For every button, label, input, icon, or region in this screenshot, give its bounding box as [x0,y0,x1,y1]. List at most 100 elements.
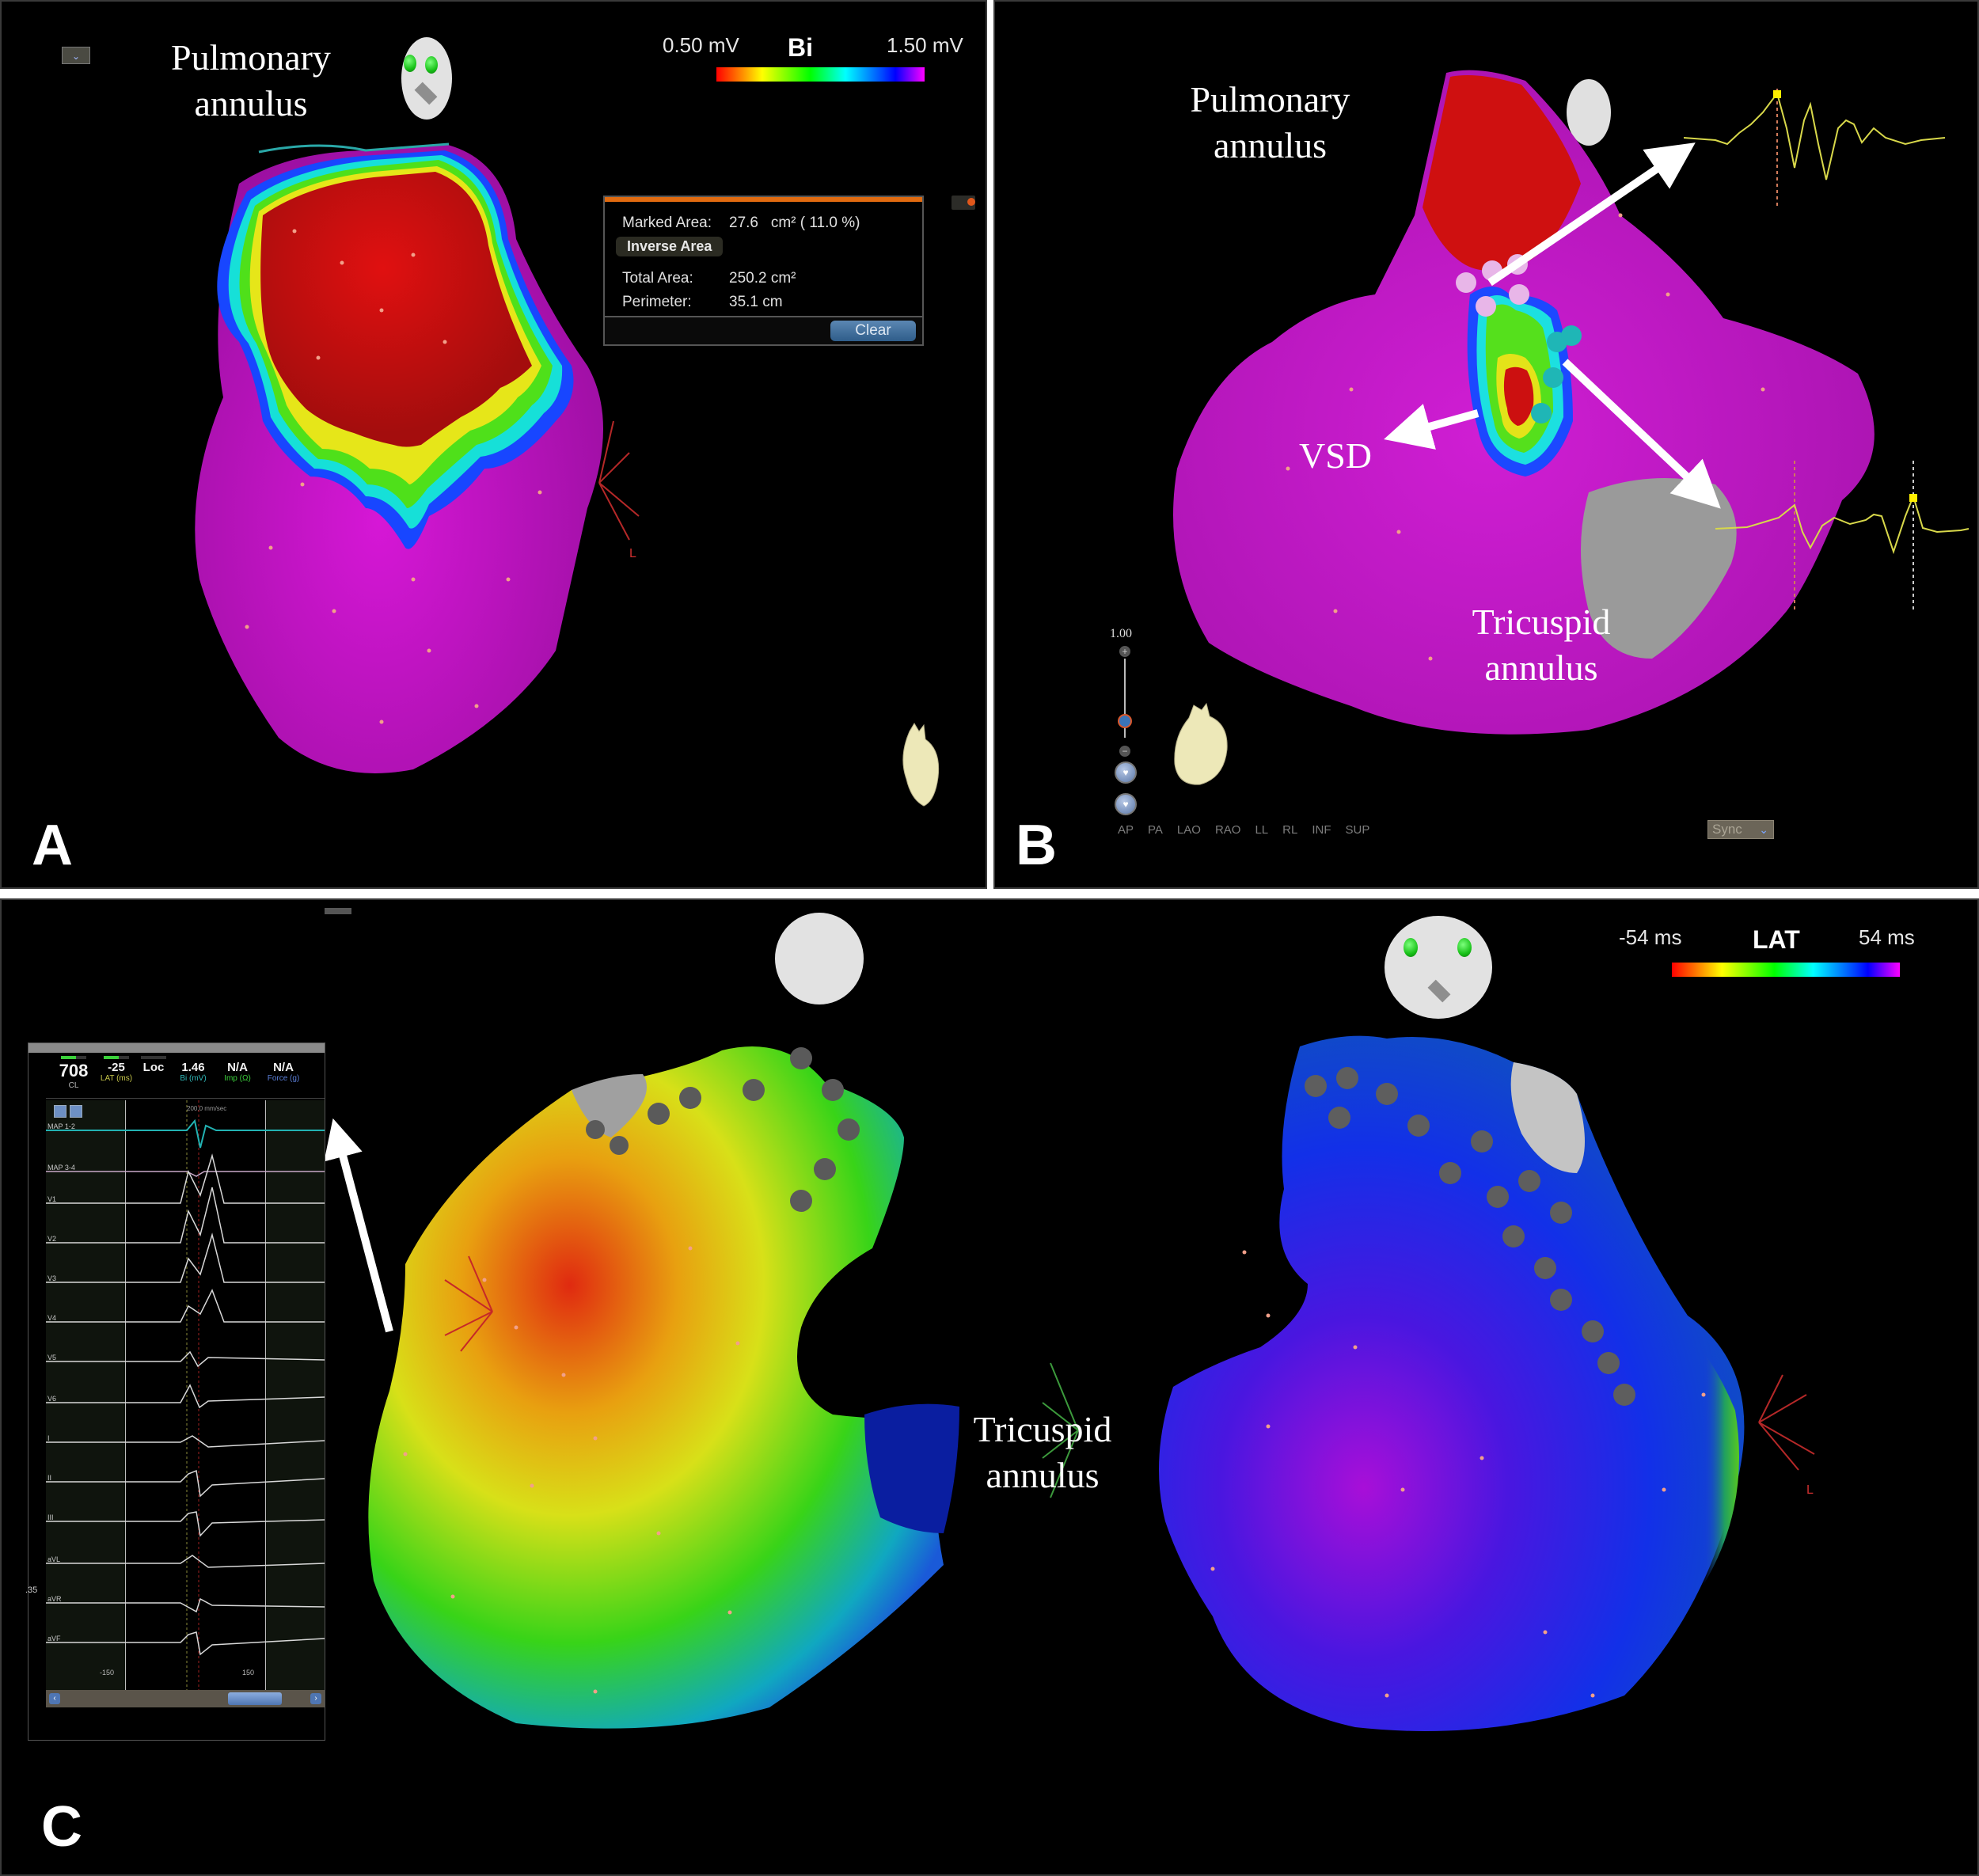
view-buttons-bar: AP PA LAO RAO LL RL INF SUP [1118,823,1369,837]
egm-window-titlebar[interactable] [28,1043,325,1053]
voltage-map-3d-septum[interactable] [1114,57,1929,754]
lat-colorbar-min-label: -54 ms [1619,925,1682,949]
egm-signal-window[interactable]: 708 CL -25 LAT (ms) Loc 1.46 Bi (mV) N/A… [25,1042,325,1741]
voltage-colorbar [716,67,925,82]
activation-map-3d-right[interactable] [1149,1015,1767,1751]
marked-area-percent: ( 11.0 %) [800,215,860,231]
clear-button[interactable]: Clear [830,321,916,341]
zoom-slider[interactable]: 1.00 + − ♥ ♥ [1110,627,1141,817]
wrench-tool-icon[interactable] [54,1105,66,1118]
tricuspid-annulus-label: Tricuspid annulus [1423,599,1660,690]
left-eye-icon [1404,938,1418,957]
heart-orientation-icon[interactable] [892,722,948,809]
chevron-down-icon: ⌄ [1759,823,1768,836]
accent-bar [605,197,922,202]
egm-plot-area[interactable]: MAP 1-2 MAP 3-4 V1 V2 V3 V4 V5 V6 I II I… [46,1100,325,1690]
lead-label: V1 [47,1195,57,1203]
signal-bar [141,1056,166,1059]
marked-area-row: Marked Area: 27.6 cm² ( 11.0 %) [622,215,860,232]
egm-scrollbar[interactable]: ‹ › [46,1690,325,1707]
view-button-sup[interactable]: SUP [1345,823,1370,837]
label-line-1: Pulmonary [171,37,331,78]
annotation-arrow [324,1118,393,1333]
voltage-map-3d[interactable] [176,136,635,793]
side-handle[interactable] [952,196,975,210]
zoom-track[interactable] [1124,659,1126,738]
sync-select[interactable]: Sync ⌄ [1707,820,1774,839]
metric-value: 1.46 [181,1061,205,1074]
handle-dot [967,198,975,206]
sync-select-value: Sync [1712,822,1742,837]
marked-area-value: 27.6 cm² ( 11.0 %) [729,215,860,232]
label-line-2: annulus [1484,647,1598,688]
lead-label: II [47,1474,52,1482]
view-button-inf[interactable]: INF [1312,823,1331,837]
label-line-1: Pulmonary [1190,79,1350,120]
view-button-lao[interactable]: LAO [1176,823,1201,837]
head-orientation-icon[interactable] [401,37,452,120]
perimeter-label: Perimeter: [622,294,692,310]
annotation-arrows [1384,142,1721,509]
metric-value: -25 [108,1061,125,1074]
top-handle[interactable] [325,908,351,914]
vsd-label: VSD [1298,435,1373,476]
view-button-pa[interactable]: PA [1148,823,1163,837]
lat-colorbar-title: LAT [1753,925,1800,954]
zoom-value: 1.00 [1110,627,1132,640]
panel-letter-a: A [32,814,73,877]
metric-lat: -25 LAT (ms) [95,1056,138,1083]
metric-loc: Loc [138,1056,169,1074]
metric-unit: Imp (Ω) [224,1074,251,1083]
view-button-rl[interactable]: RL [1282,823,1298,837]
heart-view-button[interactable]: ♥ [1115,761,1137,784]
panel-letter-c: C [41,1795,82,1859]
lead-label: V2 [47,1235,57,1243]
metric-unit: CL [68,1081,79,1090]
metric-cl: 708 CL [54,1056,93,1090]
lead-label: V6 [47,1395,57,1403]
view-button-ll[interactable]: LL [1255,823,1269,837]
metric-unit: LAT (ms) [100,1074,133,1083]
left-eye-icon [404,55,416,72]
scroll-left-icon[interactable]: ‹ [49,1693,60,1704]
right-eye-icon [425,56,438,74]
view-dropdown-button[interactable]: ⌄ [62,47,90,64]
marked-area-number: 27.6 [729,215,758,231]
scroll-thumb[interactable] [228,1692,282,1705]
zoom-out-icon[interactable]: − [1119,746,1130,757]
lead-label: III [47,1513,54,1521]
inverse-area-button[interactable]: Inverse Area [616,237,724,256]
metric-value: N/A [273,1061,294,1074]
lead-label: V4 [47,1314,57,1322]
view-button-rao[interactable]: RAO [1214,823,1241,837]
heart-reset-button[interactable]: ♥ [1115,793,1137,815]
orientation-axes-icon: L [598,420,640,560]
perimeter-value: 35.1 cm [729,294,783,310]
zoom-in-icon[interactable]: + [1119,646,1130,657]
area-measurement-panel: Marked Area: 27.6 cm² ( 11.0 %) Inverse … [603,196,924,346]
right-eye-icon [1457,938,1472,957]
heart-orientation-icon[interactable] [1165,702,1236,789]
caliper-tool-icon[interactable] [70,1105,82,1118]
orientation-axes-icon-green [1042,1362,1079,1498]
egm-window-of-interest [125,1100,266,1690]
lead-label: aVL [47,1555,61,1563]
axis-tick-pos: 150 [242,1669,255,1677]
nose-icon [414,82,438,105]
lead-label: MAP 3-4 [47,1164,75,1172]
label-line-1: Tricuspid [1472,602,1611,642]
label-line-2: annulus [1213,124,1328,165]
view-button-ap[interactable]: AP [1118,823,1134,837]
scroll-right-icon[interactable]: › [310,1693,321,1704]
head-orientation-icon-right[interactable] [1385,916,1492,1019]
head-orientation-icon-left[interactable] [775,913,864,1004]
activation-map-3d-left[interactable] [358,1042,967,1739]
marked-area-label: Marked Area: [622,215,712,231]
total-area-row: Total Area: 250.2 cm² [622,270,796,287]
lead-label: aVR [47,1595,62,1603]
signal-bar [61,1056,86,1059]
sweep-speed-label: 200.0 mm/sec [187,1105,227,1112]
label-line-2: annulus [986,1454,1100,1495]
pulmonary-annulus-label: Pulmonary annulus [1157,77,1383,168]
zoom-knob[interactable] [1118,714,1132,728]
